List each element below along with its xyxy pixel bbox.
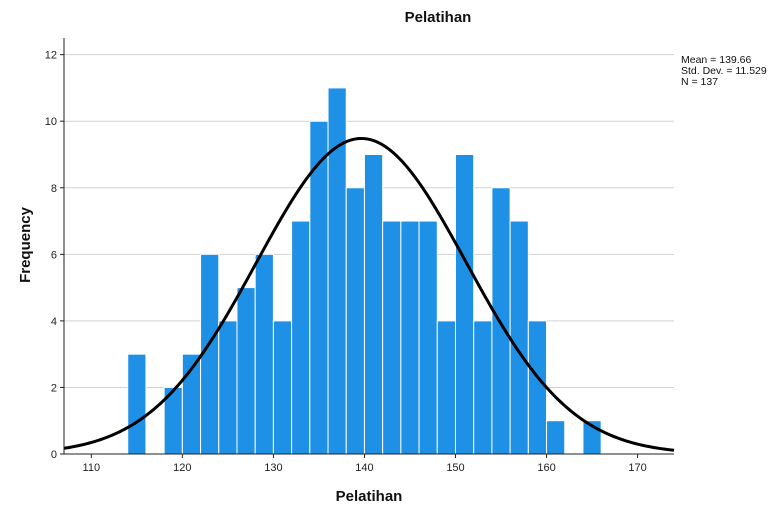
x-tick-label: 140 <box>355 462 373 474</box>
y-tick-label: 8 <box>51 183 57 195</box>
y-tick-label: 2 <box>51 382 57 394</box>
x-tick-label: 130 <box>264 462 282 474</box>
histogram-bar <box>546 420 566 455</box>
y-tick-label: 12 <box>45 50 57 62</box>
histogram-bar <box>363 153 384 455</box>
x-axis-title: Pelatihan <box>336 488 403 505</box>
x-tick-label: 170 <box>628 462 646 474</box>
y-tick-label: 4 <box>51 316 57 328</box>
histogram-bar <box>345 187 365 455</box>
y-axis-ticks: 0 2 4 6 8 10 12 <box>45 50 64 461</box>
histogram-bar <box>382 220 402 455</box>
stats-n: N = 137 <box>681 76 718 88</box>
bars <box>127 87 602 455</box>
histogram-bar <box>473 320 493 455</box>
y-axis-title: Frequency <box>17 206 34 283</box>
x-tick-label: 160 <box>537 462 555 474</box>
histogram-bar <box>509 220 529 455</box>
stats-mean: Mean = 139.66 <box>681 54 752 66</box>
x-axis-ticks: 110 120 130 140 150 160 170 <box>83 454 647 474</box>
y-tick-label: 10 <box>45 116 57 128</box>
histogram-bar <box>454 153 475 455</box>
histogram-bar <box>291 220 311 455</box>
histogram-bar <box>527 320 548 455</box>
histogram-bar <box>491 187 511 455</box>
histogram-bar <box>418 220 438 455</box>
x-tick-label: 120 <box>173 462 191 474</box>
stats-std-dev: Std. Dev. = 11.529 <box>681 65 767 77</box>
histogram-bar <box>272 320 293 455</box>
y-tick-label: 6 <box>51 249 57 261</box>
stats-box: Mean = 139.66 Std. Dev. = 11.529 N = 137 <box>681 54 767 88</box>
histogram-bar <box>236 287 256 455</box>
y-tick-label: 0 <box>51 449 57 461</box>
normal-curve <box>63 136 675 452</box>
x-tick-label: 110 <box>83 462 101 474</box>
histogram-bar <box>127 353 147 455</box>
histogram-bar <box>254 253 274 455</box>
histogram-bar <box>400 220 420 455</box>
chart-title: Pelatihan <box>405 9 472 26</box>
histogram-bar <box>218 320 238 455</box>
x-tick-label: 150 <box>446 462 464 474</box>
histogram-bar <box>436 320 456 455</box>
